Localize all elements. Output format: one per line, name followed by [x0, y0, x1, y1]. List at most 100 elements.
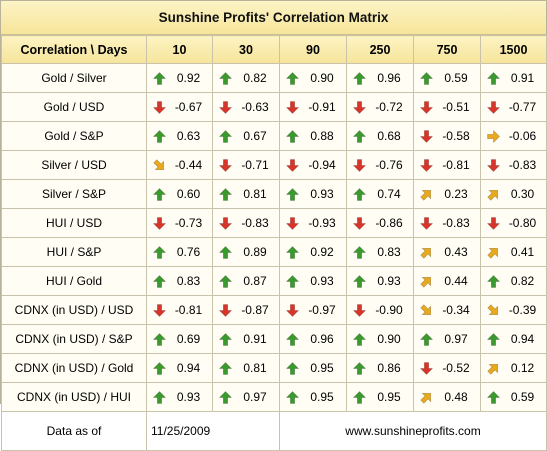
correlation-value: 0.23 [444, 187, 468, 201]
up-arrow-icon [483, 390, 503, 404]
correlation-cell: -0.39 [480, 295, 547, 325]
up-right-arrow-icon [416, 246, 436, 259]
period-header: 750 [413, 35, 481, 64]
down-right-arrow-icon [149, 158, 169, 172]
correlation-value: -0.39 [508, 303, 537, 317]
up-arrow-icon [215, 274, 235, 288]
pair-label: Gold / S&P [1, 121, 147, 151]
correlation-value: -0.83 [508, 158, 537, 172]
website-url[interactable]: www.sunshineprofits.com [279, 411, 547, 451]
correlation-value: -0.51 [442, 100, 470, 114]
correlation-value: 0.93 [310, 274, 334, 288]
correlation-value: 0.93 [176, 390, 201, 404]
correlation-cell: -0.67 [146, 92, 213, 122]
correlation-value: -0.67 [174, 100, 203, 114]
correlation-value: 0.90 [377, 332, 401, 346]
down-arrow-icon [349, 158, 369, 172]
correlation-value: 0.91 [510, 71, 535, 85]
up-right-arrow-icon [416, 188, 436, 201]
correlation-cell: 0.83 [146, 266, 213, 296]
matrix-row: Gold / S&P 0.63 0.67 0.88 0.68 -0.58 -0.06 [1, 121, 547, 151]
correlation-value: 0.94 [510, 332, 535, 346]
down-arrow-icon [416, 129, 436, 143]
correlation-cell: 0.30 [480, 179, 547, 209]
footer-row: Data as of 11/25/2009 www.sunshineprofit… [1, 411, 547, 451]
corner-header: Correlation \ Days [1, 35, 147, 64]
up-arrow-icon [483, 274, 503, 288]
correlation-cell: 0.96 [279, 324, 347, 354]
correlation-value: 0.30 [510, 187, 535, 201]
correlation-cell: -0.34 [413, 295, 481, 325]
correlation-cell: 0.76 [146, 237, 213, 267]
correlation-value: 0.89 [243, 245, 267, 259]
correlation-cell: 0.59 [480, 382, 547, 412]
up-arrow-icon [349, 390, 369, 404]
correlation-cell: -0.77 [480, 92, 547, 122]
correlation-cell: 0.63 [146, 121, 213, 151]
correlation-value: -0.90 [375, 303, 403, 317]
correlation-cell: -0.52 [413, 353, 481, 383]
correlation-cell: 0.97 [413, 324, 481, 354]
down-arrow-icon [215, 100, 235, 114]
correlation-cell: 0.91 [480, 63, 547, 93]
correlation-value: 0.94 [176, 361, 201, 375]
up-arrow-icon [416, 71, 436, 85]
down-arrow-icon [349, 100, 369, 114]
correlation-cell: 0.43 [413, 237, 481, 267]
correlation-value: -0.73 [174, 216, 203, 230]
correlation-cell: -0.91 [279, 92, 347, 122]
up-arrow-icon [215, 245, 235, 259]
correlation-value: 0.95 [310, 390, 334, 404]
up-right-arrow-icon [416, 275, 436, 288]
correlation-cell: 0.88 [279, 121, 347, 151]
matrix-row: Silver / USD -0.44 -0.71 -0.94 -0.76 -0.81 -0.… [1, 150, 547, 180]
pair-label: CDNX (in USD) / HUI [1, 382, 147, 412]
up-arrow-icon [282, 390, 302, 404]
correlation-cell: 0.89 [212, 237, 280, 267]
correlation-value: 0.88 [310, 129, 334, 143]
correlation-cell: 0.90 [279, 63, 347, 93]
down-arrow-icon [416, 216, 436, 230]
right-arrow-icon [483, 129, 503, 143]
down-arrow-icon [349, 216, 369, 230]
correlation-value: 0.97 [243, 390, 267, 404]
correlation-value: -0.83 [442, 216, 470, 230]
matrix-row: Gold / Silver 0.92 0.82 0.90 0.96 0.59 0.91 [1, 63, 547, 93]
down-arrow-icon [416, 361, 436, 375]
up-arrow-icon [282, 274, 302, 288]
up-arrow-icon [483, 71, 503, 85]
correlation-cell: 0.83 [346, 237, 414, 267]
up-arrow-icon [149, 361, 169, 375]
up-arrow-icon [416, 332, 436, 346]
period-header: 1500 [480, 35, 547, 64]
correlation-value: -0.76 [375, 158, 403, 172]
pair-label: HUI / S&P [1, 237, 147, 267]
correlation-cell: -0.06 [480, 121, 547, 151]
correlation-value: 0.90 [310, 71, 334, 85]
correlation-cell: -0.81 [413, 150, 481, 180]
up-arrow-icon [349, 245, 369, 259]
correlation-cell: 0.87 [212, 266, 280, 296]
correlation-cell: -0.87 [212, 295, 280, 325]
down-arrow-icon [282, 303, 302, 317]
correlation-value: 0.95 [310, 361, 334, 375]
correlation-value: 0.92 [176, 71, 201, 85]
pair-label: Gold / USD [1, 92, 147, 122]
up-arrow-icon [349, 361, 369, 375]
correlation-value: 0.91 [243, 332, 267, 346]
period-header: 90 [279, 35, 347, 64]
up-arrow-icon [282, 361, 302, 375]
correlation-cell: 0.94 [146, 353, 213, 383]
correlation-value: 0.81 [243, 187, 267, 201]
down-arrow-icon [215, 303, 235, 317]
up-arrow-icon [483, 332, 503, 346]
correlation-cell: 0.74 [346, 179, 414, 209]
correlation-value: 0.95 [377, 390, 401, 404]
correlation-cell: 0.91 [212, 324, 280, 354]
down-arrow-icon [483, 100, 503, 114]
down-arrow-icon [215, 158, 235, 172]
correlation-cell: -0.58 [413, 121, 481, 151]
correlation-value: 0.41 [510, 245, 535, 259]
pair-label: CDNX (in USD) / S&P [1, 324, 147, 354]
correlation-value: 0.67 [243, 129, 267, 143]
